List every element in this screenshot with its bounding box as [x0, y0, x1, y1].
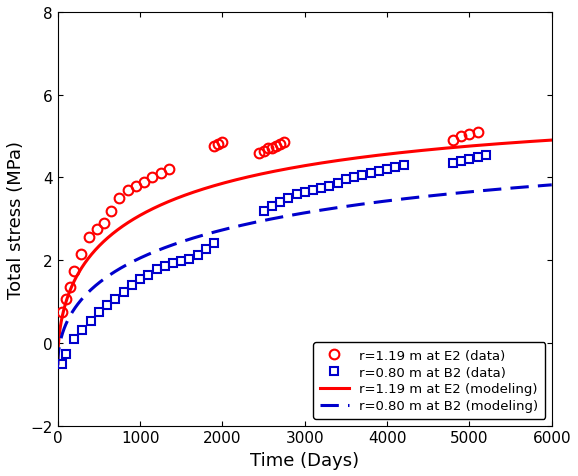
- r=1.19 m at E2 (data): [101, 220, 108, 226]
- X-axis label: Time (Days): Time (Days): [250, 451, 360, 469]
- r=0.80 m at B2 (data): [474, 155, 481, 160]
- r=0.80 m at B2 (data): [211, 240, 218, 246]
- r=1.19 m at E2 (modeling): [54, 361, 61, 367]
- r=0.80 m at B2 (data): [276, 200, 283, 206]
- r=0.80 m at B2 (data): [186, 257, 193, 263]
- r=1.19 m at E2 (data): [215, 142, 222, 148]
- r=0.80 m at B2 (data): [268, 204, 275, 210]
- r=1.19 m at E2 (modeling): [294, 165, 301, 170]
- r=1.19 m at E2 (data): [458, 134, 465, 139]
- r=1.19 m at E2 (data): [132, 183, 139, 189]
- r=0.80 m at B2 (data): [178, 259, 185, 265]
- r=1.19 m at E2 (data): [256, 150, 263, 156]
- r=1.19 m at E2 (data): [94, 227, 101, 232]
- r=0.80 m at B2 (data): [359, 173, 366, 179]
- r=0.80 m at B2 (data): [293, 192, 300, 198]
- r=0.80 m at B2 (data): [309, 188, 316, 193]
- r=0.80 m at B2 (modeling): [533, 184, 540, 189]
- r=0.80 m at B2 (modeling): [54, 363, 61, 368]
- r=0.80 m at B2 (data): [450, 161, 457, 167]
- r=1.19 m at E2 (data): [211, 144, 218, 150]
- r=0.80 m at B2 (data): [400, 163, 407, 169]
- r=0.80 m at B2 (data): [161, 263, 168, 269]
- r=0.80 m at B2 (data): [136, 277, 143, 282]
- r=0.80 m at B2 (data): [375, 169, 382, 175]
- r=1.19 m at E2 (data): [268, 146, 275, 151]
- r=1.19 m at E2 (data): [140, 179, 147, 185]
- r=0.80 m at B2 (data): [79, 328, 86, 334]
- r=1.19 m at E2 (data): [71, 268, 77, 274]
- r=1.19 m at E2 (data): [165, 167, 172, 173]
- r=1.19 m at E2 (data): [281, 140, 288, 146]
- r=1.19 m at E2 (modeling): [533, 139, 540, 145]
- r=1.19 m at E2 (data): [466, 132, 473, 138]
- r=0.80 m at B2 (data): [260, 208, 267, 214]
- r=1.19 m at E2 (modeling): [443, 146, 450, 151]
- r=1.19 m at E2 (data): [260, 149, 267, 154]
- r=1.19 m at E2 (data): [116, 196, 123, 201]
- r=0.80 m at B2 (data): [458, 159, 465, 164]
- r=0.80 m at B2 (data): [466, 157, 473, 162]
- r=0.80 m at B2 (modeling): [549, 183, 555, 188]
- r=0.80 m at B2 (data): [71, 336, 77, 342]
- r=0.80 m at B2 (data): [392, 165, 399, 170]
- r=0.80 m at B2 (data): [351, 175, 358, 181]
- r=0.80 m at B2 (data): [318, 186, 325, 191]
- r=0.80 m at B2 (data): [103, 302, 110, 308]
- r=1.19 m at E2 (data): [450, 138, 457, 144]
- r=1.19 m at E2 (data): [62, 297, 69, 303]
- r=0.80 m at B2 (modeling): [281, 214, 288, 220]
- r=0.80 m at B2 (data): [145, 272, 152, 278]
- r=0.80 m at B2 (data): [95, 309, 102, 315]
- r=0.80 m at B2 (data): [62, 352, 69, 357]
- r=1.19 m at E2 (data): [124, 188, 131, 193]
- r=1.19 m at E2 (data): [264, 146, 271, 152]
- r=1.19 m at E2 (modeling): [281, 167, 288, 173]
- r=1.19 m at E2 (data): [77, 251, 84, 257]
- r=0.80 m at B2 (modeling): [443, 192, 450, 198]
- r=0.80 m at B2 (data): [112, 297, 119, 303]
- Legend: r=1.19 m at E2 (data), r=0.80 m at B2 (data), r=1.19 m at E2 (modeling), r=0.80 : r=1.19 m at E2 (data), r=0.80 m at B2 (d…: [313, 342, 545, 419]
- r=0.80 m at B2 (data): [169, 261, 176, 267]
- r=0.80 m at B2 (data): [58, 361, 65, 367]
- r=1.19 m at E2 (modeling): [80, 263, 87, 269]
- r=0.80 m at B2 (data): [128, 283, 135, 288]
- Y-axis label: Total stress (MPa): Total stress (MPa): [7, 140, 25, 298]
- r=1.19 m at E2 (data): [276, 142, 283, 148]
- Line: r=1.19 m at E2 (modeling): r=1.19 m at E2 (modeling): [58, 141, 552, 364]
- r=0.80 m at B2 (data): [285, 196, 292, 201]
- r=0.80 m at B2 (data): [384, 167, 391, 173]
- r=0.80 m at B2 (data): [153, 267, 160, 273]
- r=0.80 m at B2 (data): [194, 253, 201, 258]
- r=1.19 m at E2 (data): [149, 175, 156, 181]
- r=0.80 m at B2 (data): [334, 180, 341, 186]
- Line: r=0.80 m at B2 (data): r=0.80 m at B2 (data): [58, 151, 490, 368]
- r=1.19 m at E2 (data): [108, 208, 114, 214]
- r=0.80 m at B2 (data): [202, 247, 209, 252]
- r=0.80 m at B2 (data): [120, 290, 127, 296]
- r=1.19 m at E2 (modeling): [534, 139, 541, 145]
- r=1.19 m at E2 (data): [86, 235, 92, 241]
- r=1.19 m at E2 (data): [58, 309, 65, 315]
- r=0.80 m at B2 (data): [87, 319, 94, 325]
- r=1.19 m at E2 (data): [474, 130, 481, 136]
- Line: r=1.19 m at E2 (data): r=1.19 m at E2 (data): [57, 128, 483, 317]
- r=0.80 m at B2 (modeling): [534, 184, 541, 189]
- r=0.80 m at B2 (data): [326, 183, 333, 189]
- r=1.19 m at E2 (data): [272, 144, 279, 150]
- r=0.80 m at B2 (data): [342, 177, 349, 183]
- r=0.80 m at B2 (modeling): [80, 296, 87, 301]
- r=0.80 m at B2 (data): [483, 152, 490, 158]
- r=1.19 m at E2 (data): [219, 140, 226, 146]
- r=0.80 m at B2 (modeling): [294, 212, 301, 218]
- r=1.19 m at E2 (data): [157, 171, 164, 177]
- r=0.80 m at B2 (data): [367, 171, 374, 177]
- r=0.80 m at B2 (data): [301, 189, 308, 195]
- r=1.19 m at E2 (modeling): [549, 138, 555, 144]
- r=1.19 m at E2 (data): [66, 285, 73, 290]
- Line: r=0.80 m at B2 (modeling): r=0.80 m at B2 (modeling): [58, 186, 552, 366]
